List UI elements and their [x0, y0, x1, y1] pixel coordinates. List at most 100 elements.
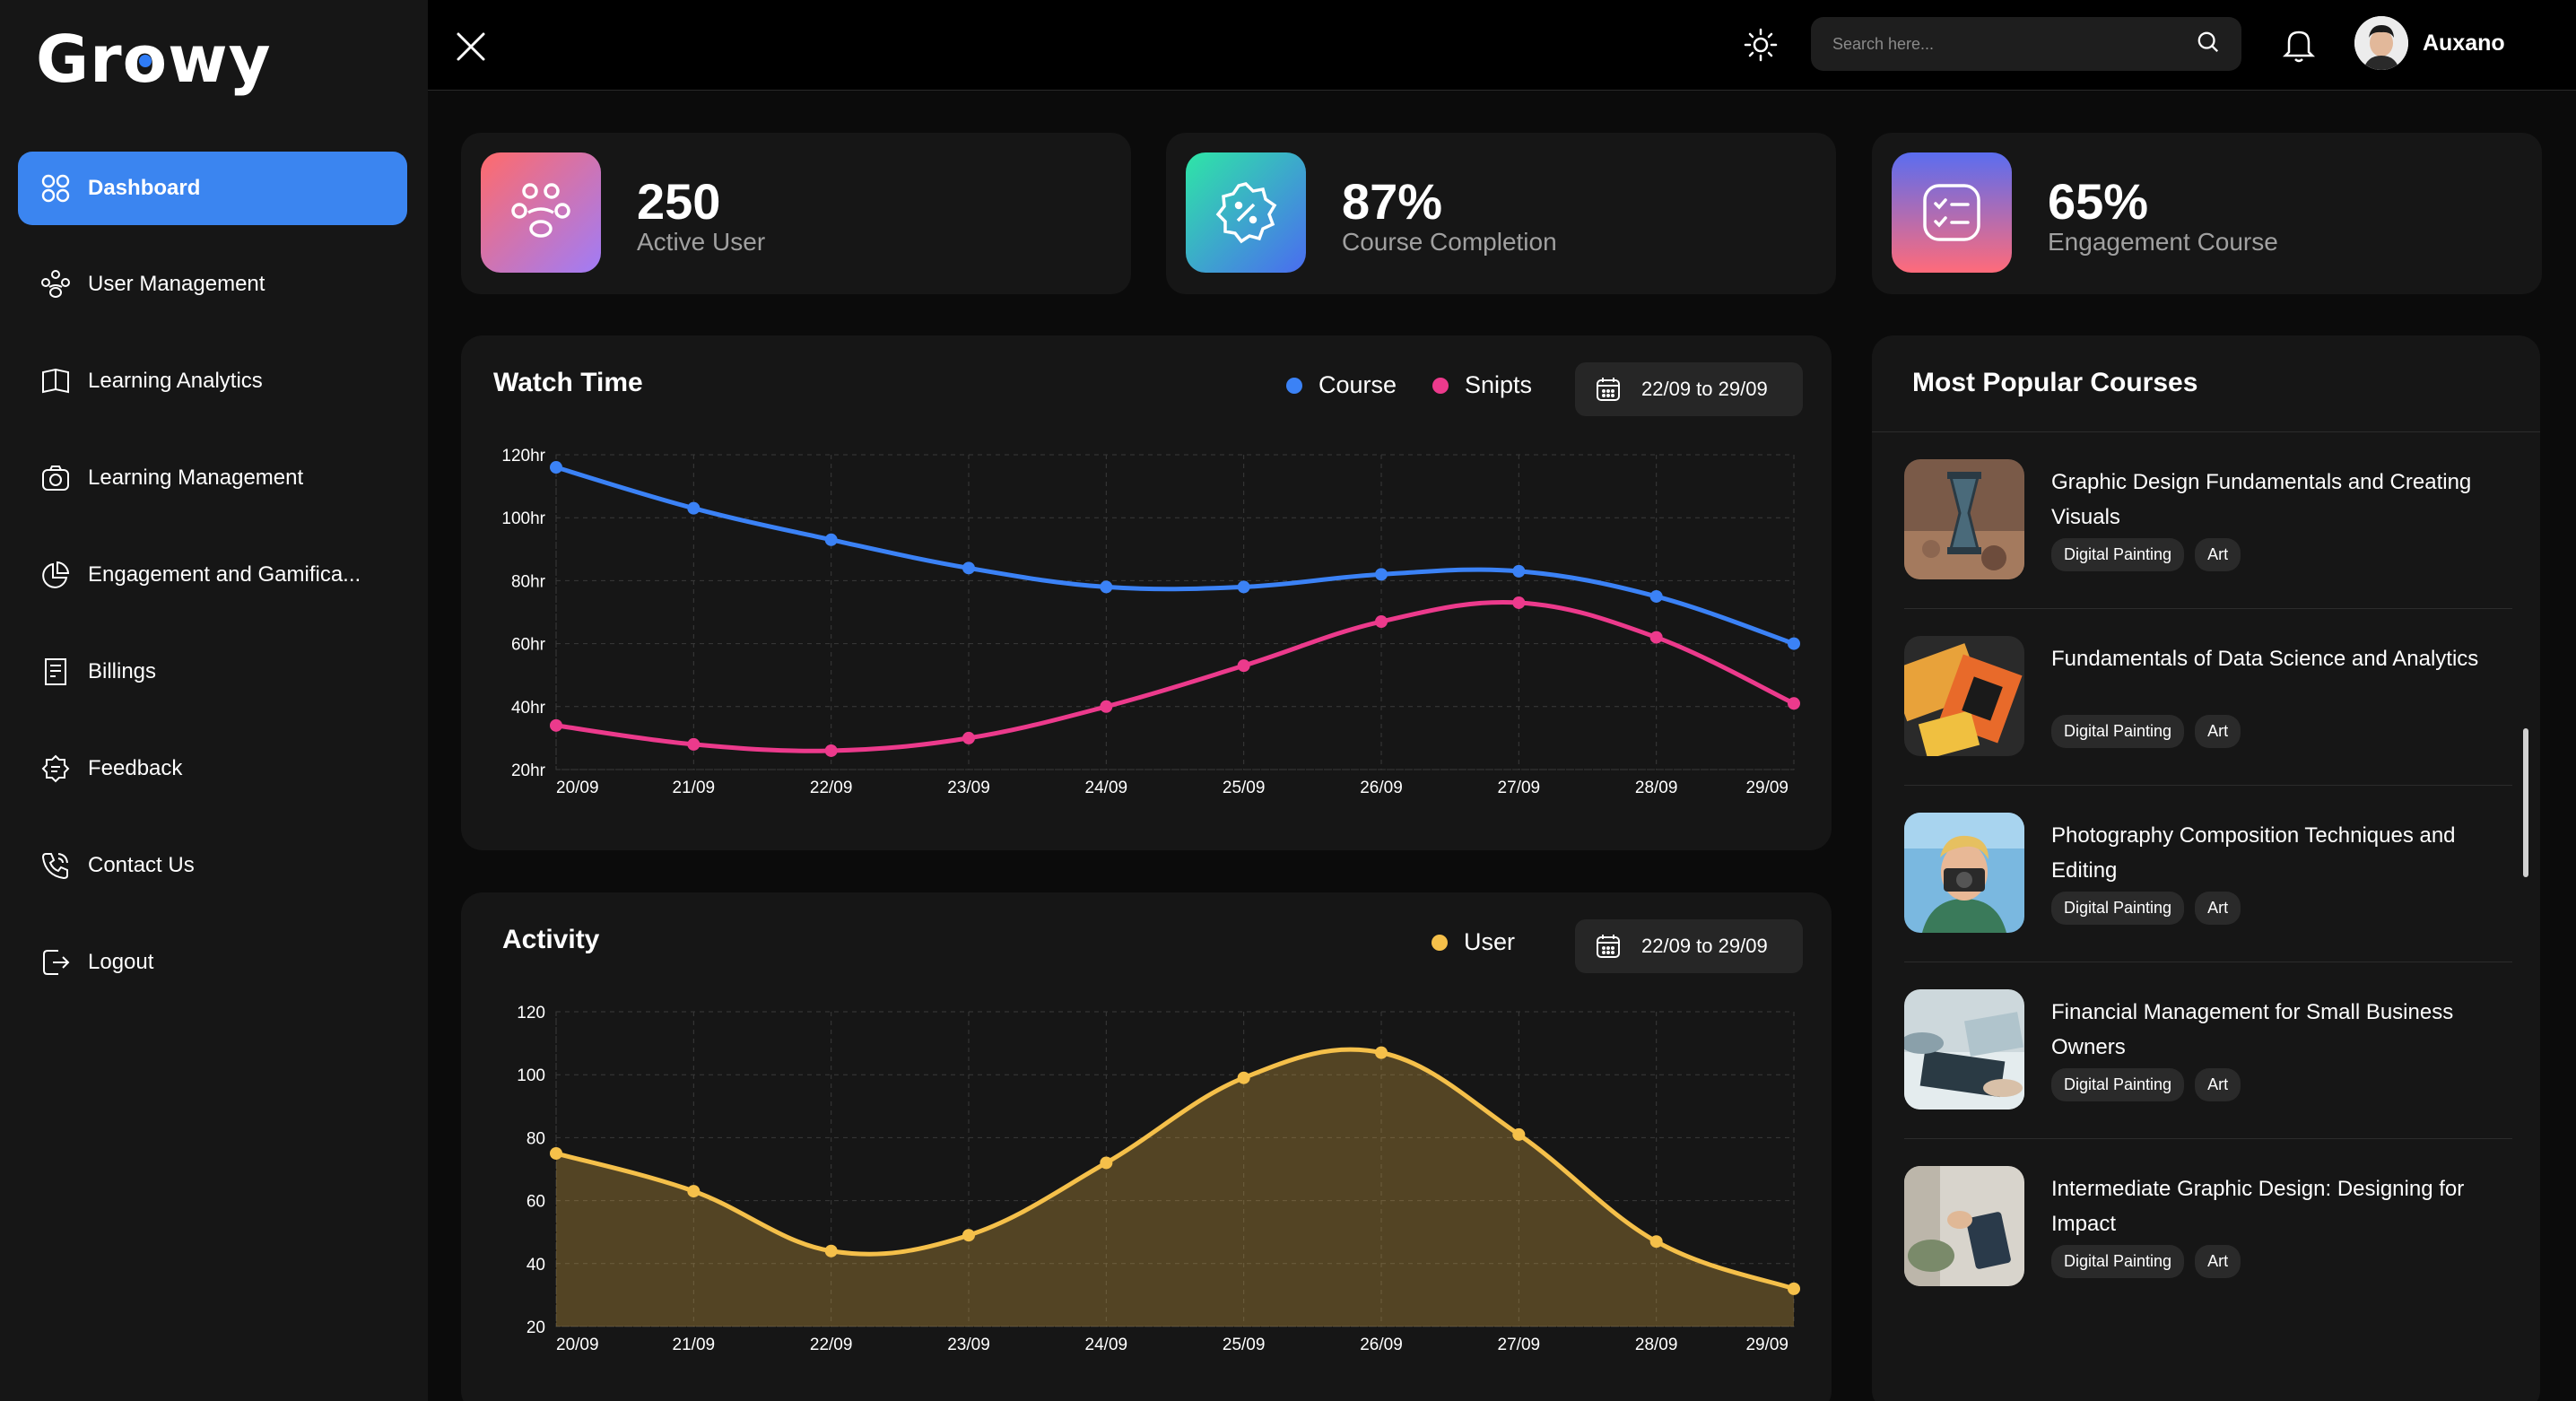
x-tick-label: 27/09 — [1498, 779, 1541, 797]
stat-label: Engagement Course — [2048, 228, 2278, 256]
legend-dot — [1432, 377, 1449, 394]
date-range-label: 22/09 to 29/09 — [1641, 935, 1768, 957]
data-point — [687, 737, 701, 751]
stat-label: Active User — [637, 228, 766, 256]
x-tick-label: 24/09 — [1085, 779, 1128, 797]
y-tick-label: 40 — [527, 1256, 545, 1275]
sidebar-item-billings[interactable]: Billings — [18, 635, 407, 709]
course-item[interactable]: Fundamentals of Data Science and Analyti… — [1904, 609, 2512, 786]
close-icon[interactable] — [453, 29, 489, 65]
data-point — [824, 533, 838, 546]
legend-label: Snipts — [1465, 371, 1533, 398]
legend-course: Course — [1286, 371, 1397, 399]
stat-value: 65% — [2048, 173, 2149, 230]
course-title: Intermediate Graphic Design: Designing f… — [2051, 1177, 2465, 1236]
data-point — [687, 1185, 701, 1198]
x-tick-label: 27/09 — [1498, 1336, 1541, 1354]
bell-icon[interactable] — [2281, 25, 2317, 65]
topbar: Auxano — [428, 0, 2576, 91]
course-tag[interactable]: Art — [2195, 715, 2241, 748]
badge-percent-icon — [1186, 152, 1306, 273]
avatar[interactable] — [2354, 16, 2408, 70]
course-tag[interactable]: Art — [2195, 892, 2241, 925]
course-tags: Digital Painting Art — [2051, 892, 2241, 925]
data-point — [1237, 659, 1250, 673]
data-point — [1375, 568, 1388, 581]
x-tick-label: 28/09 — [1635, 779, 1678, 797]
y-tick-label: 120hr — [501, 447, 545, 466]
search-input[interactable] — [1832, 34, 2197, 54]
watch-time-chart: 20hr 40hr 60hr 80hr 100hr 120hr 20/09 21/09 22/0… — [501, 447, 1800, 797]
course-item[interactable]: Financial Management for Small Business … — [1904, 962, 2512, 1139]
course-tag[interactable]: Digital Painting — [2051, 1245, 2185, 1278]
watch-time-panel: Watch Time Course Snipts 22/09 to 29/09 … — [461, 335, 1832, 850]
course-tag[interactable]: Art — [2195, 1245, 2241, 1278]
search-icon[interactable] — [2197, 30, 2220, 58]
course-tags: Digital Painting Art — [2051, 1068, 2241, 1101]
sidebar-item-learning-analytics[interactable]: Learning Analytics — [18, 344, 407, 418]
scrollbar[interactable] — [2523, 728, 2528, 877]
sidebar-item-label: Logout — [88, 950, 154, 974]
user-name[interactable]: Auxano — [2423, 30, 2505, 56]
course-item[interactable]: Photography Composition Techniques and E… — [1904, 786, 2512, 962]
date-range-button[interactable]: 22/09 to 29/09 — [1575, 362, 1803, 416]
book-icon — [39, 365, 72, 397]
stat-card-course-completion: 87% Course Completion — [1166, 133, 1836, 294]
x-tick-label: 22/09 — [810, 1336, 853, 1354]
course-tags: Digital Painting Art — [2051, 715, 2241, 748]
course-thumbnail — [1904, 636, 2024, 756]
x-tick-label: 29/09 — [1745, 1336, 1788, 1354]
course-tag[interactable]: Art — [2195, 538, 2241, 571]
y-tick-label: 60hr — [511, 636, 546, 655]
sidebar-item-learning-management[interactable]: Learning Management — [18, 441, 407, 515]
data-point — [1237, 580, 1250, 594]
course-tag[interactable]: Digital Painting — [2051, 715, 2185, 748]
stat-card-active-users: 250 Active User — [461, 133, 1131, 294]
sidebar-item-contact-us[interactable]: Contact Us — [18, 829, 407, 902]
course-thumbnail — [1904, 813, 2024, 933]
course-item[interactable]: Graphic Design Fundamentals and Creating… — [1904, 432, 2512, 609]
x-tick-label: 25/09 — [1223, 1336, 1266, 1354]
popular-courses-panel: Most Popular Courses Graphic Design Fund… — [1872, 335, 2540, 1401]
calendar-icon — [1597, 935, 1620, 958]
data-point — [962, 1229, 975, 1242]
course-item[interactable]: Intermediate Graphic Design: Designing f… — [1904, 1139, 2512, 1316]
x-tick-label: 21/09 — [673, 1336, 716, 1354]
x-tick-label: 21/09 — [673, 779, 716, 797]
course-tag[interactable]: Digital Painting — [2051, 892, 2185, 925]
legend-dot — [1286, 377, 1302, 394]
sidebar-item-feedback[interactable]: Feedback — [18, 732, 407, 805]
date-range-button[interactable]: 22/09 to 29/09 — [1575, 919, 1803, 973]
sidebar-item-logout[interactable]: Logout — [18, 926, 407, 999]
app-logo[interactable]: Growy — [36, 22, 272, 97]
legend-label: Course — [1318, 371, 1397, 398]
data-point — [1788, 1282, 1800, 1295]
sun-icon[interactable] — [1743, 27, 1779, 63]
legend-user: User — [1432, 928, 1515, 956]
sidebar-item-user-management[interactable]: User Management — [18, 248, 407, 321]
panel-title: Most Popular Courses — [1912, 368, 2198, 397]
sidebar-item-engagement[interactable]: Engagement and Gamifica... — [18, 538, 407, 612]
course-thumbnail — [1904, 989, 2024, 1109]
sidebar-item-label: Learning Analytics — [88, 369, 263, 393]
users-icon — [39, 268, 72, 300]
sidebar-item-label: Contact Us — [88, 853, 195, 877]
data-point — [1375, 615, 1388, 629]
pie-chart-icon — [39, 559, 72, 591]
data-point — [1512, 564, 1526, 578]
users-icon — [481, 152, 601, 273]
data-point — [1788, 637, 1800, 650]
course-title: Financial Management for Small Business … — [2051, 1000, 2454, 1059]
grid-icon — [39, 172, 72, 204]
course-tag[interactable]: Digital Painting — [2051, 538, 2185, 571]
x-tick-label: 20/09 — [556, 779, 599, 797]
course-tag[interactable]: Art — [2195, 1068, 2241, 1101]
chart-grid — [555, 1011, 1795, 1327]
course-tag[interactable]: Digital Painting — [2051, 1068, 2185, 1101]
grid-frame — [555, 454, 1795, 770]
series-line — [553, 1047, 1797, 1292]
sidebar-item-dashboard[interactable]: Dashboard — [18, 152, 407, 225]
chart-grid — [555, 454, 1795, 770]
x-tick-label: 28/09 — [1635, 1336, 1678, 1354]
course-thumbnail — [1904, 1166, 2024, 1286]
